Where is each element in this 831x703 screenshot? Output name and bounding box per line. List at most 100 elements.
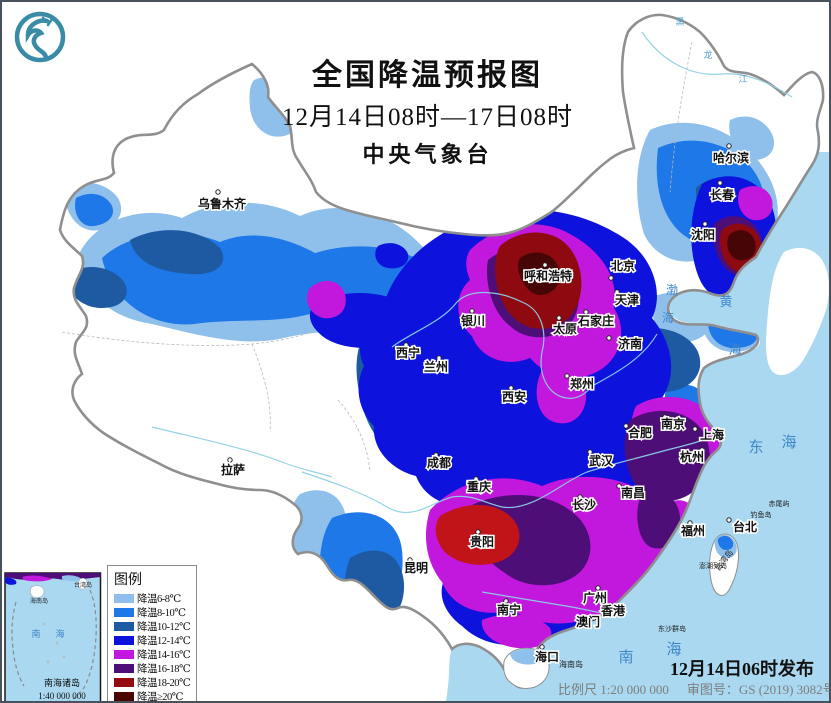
city-label: 济南 bbox=[618, 336, 642, 351]
city-dot bbox=[717, 180, 723, 186]
city-dot bbox=[595, 585, 601, 591]
map-label: 黑 bbox=[675, 17, 684, 27]
map-label: 海南岛 bbox=[30, 597, 48, 605]
region-14-16-shape bbox=[536, 365, 587, 424]
city-dot bbox=[601, 603, 607, 609]
legend-item: 降温16-18℃ bbox=[114, 661, 196, 675]
city-dot bbox=[227, 457, 233, 463]
region-12-14-shape bbox=[375, 243, 409, 269]
city-dot bbox=[508, 385, 514, 391]
map-label: 海 bbox=[55, 628, 64, 639]
south-china-sea-inset-shape bbox=[78, 577, 88, 590]
legend-item: 降温8-10℃ bbox=[114, 605, 196, 619]
city-dot bbox=[583, 309, 589, 315]
city-dot bbox=[726, 143, 732, 149]
city-label: 南宁 bbox=[497, 602, 521, 617]
region-10-12-shape bbox=[66, 267, 127, 308]
map-label: 南海诸岛 bbox=[44, 677, 80, 688]
city-label: 合肥 bbox=[628, 425, 652, 440]
city-label: 南昌 bbox=[621, 485, 645, 500]
region-20plus bbox=[518, 230, 756, 296]
legend-label: 降温≥20℃ bbox=[137, 691, 184, 703]
city-dot bbox=[623, 423, 629, 429]
province-boundaries-shape bbox=[61, 331, 313, 346]
city-label: 乌鲁木齐 bbox=[198, 196, 247, 211]
city-label: 郑州 bbox=[570, 376, 594, 391]
map-label: 海 bbox=[728, 342, 741, 357]
map-label: 东沙群岛 bbox=[658, 624, 686, 633]
city-dot bbox=[407, 557, 413, 563]
rivers-shape bbox=[301, 433, 719, 513]
map-label: 台湾岛 bbox=[74, 581, 92, 589]
map-label: 南 bbox=[31, 628, 40, 639]
national-boundary bbox=[58, 13, 825, 689]
province-boundaries-shape bbox=[669, 41, 693, 193]
city-dot bbox=[403, 342, 409, 348]
legend-label: 降温12-14℃ bbox=[137, 635, 191, 647]
map-label: 赤尾屿 bbox=[769, 499, 790, 508]
region-16-18-shape bbox=[624, 410, 710, 502]
city-dot bbox=[503, 598, 509, 604]
legend-label: 降温10-12℃ bbox=[137, 621, 191, 633]
legend-item: 降温12-14℃ bbox=[114, 633, 196, 647]
legend-item: 降温10-12℃ bbox=[114, 619, 196, 633]
approval-number: 审图号：GS (2019) 3082号 bbox=[686, 682, 831, 697]
map-label: 澎湖列岛 bbox=[699, 561, 727, 570]
city-dot bbox=[556, 315, 562, 321]
province-boundaries bbox=[61, 41, 693, 473]
south-china-sea-inset-shape bbox=[62, 655, 66, 659]
map-label: 1:40 000 000 bbox=[38, 691, 86, 701]
city-dot bbox=[564, 373, 570, 379]
region-10-12-shape bbox=[130, 230, 224, 275]
map-header: 全国降温预报图 12月14日08时—17日08时 中央气象台 bbox=[2, 50, 829, 169]
agency-name: 中央气象台 bbox=[362, 142, 493, 167]
legend-swatch bbox=[114, 649, 134, 659]
city-dot bbox=[687, 520, 693, 526]
province-boundaries-shape bbox=[251, 343, 271, 433]
city-dot bbox=[433, 452, 439, 458]
city-label: 西安 bbox=[502, 389, 526, 404]
province-boundaries-shape bbox=[337, 399, 371, 473]
map-label: 黄 bbox=[719, 294, 732, 309]
map-label: 南 bbox=[618, 649, 633, 666]
region-20plus-shape bbox=[518, 252, 561, 296]
legend-swatch bbox=[114, 663, 134, 673]
city-label: 南京 bbox=[661, 416, 685, 431]
legend-swatch bbox=[114, 621, 134, 631]
south-china-sea-inset-shape bbox=[46, 660, 50, 664]
city-dot bbox=[616, 483, 622, 489]
legend-title: 图例 bbox=[114, 573, 142, 588]
cma-logo-icon bbox=[14, 11, 66, 63]
map-label: 东 bbox=[748, 439, 763, 456]
hainan-island-shape bbox=[510, 648, 543, 665]
city-label: 广州 bbox=[583, 590, 607, 605]
city-dot bbox=[591, 615, 597, 621]
city-dot bbox=[469, 308, 475, 314]
city-label: 海口 bbox=[535, 649, 559, 664]
map-meta-line: 比例尺 1:20 000 000 审图号：GS (2019) 3082号 bbox=[558, 679, 831, 698]
legend-label: 降温6-8℃ bbox=[137, 593, 181, 605]
region-20plus-shape bbox=[727, 230, 756, 261]
city-dot bbox=[608, 275, 614, 281]
legend-item: 降温18-20℃ bbox=[114, 675, 196, 689]
rivers-shape bbox=[151, 426, 333, 478]
south-china-sea-inset-shape bbox=[62, 575, 82, 581]
city-dot bbox=[215, 189, 221, 195]
city-dot bbox=[473, 476, 479, 482]
city-dot bbox=[662, 414, 668, 420]
page-title: 全国降温预报图 bbox=[312, 59, 543, 92]
legend-item: 降温14-16℃ bbox=[114, 647, 196, 661]
legend-label: 降温14-16℃ bbox=[137, 649, 191, 661]
region-18-20-shape bbox=[435, 505, 520, 565]
city-dot bbox=[726, 517, 732, 523]
map-label: 渤 bbox=[666, 283, 678, 297]
legend-swatch bbox=[114, 607, 134, 617]
legend-rows: 降温6-8℃ 降温8-10℃ 降温10-12℃ 降温12-14℃ 降温14-16℃ 降温1… bbox=[114, 591, 196, 703]
city-label: 拉萨 bbox=[221, 462, 245, 477]
city-label: 成都 bbox=[427, 455, 451, 470]
city-label: 香港 bbox=[600, 603, 626, 618]
legend-label: 降温16-18℃ bbox=[137, 663, 191, 675]
city-dot bbox=[577, 494, 583, 500]
map-label: 海 bbox=[781, 434, 796, 451]
legend-item: 降温≥20℃ bbox=[114, 689, 196, 703]
